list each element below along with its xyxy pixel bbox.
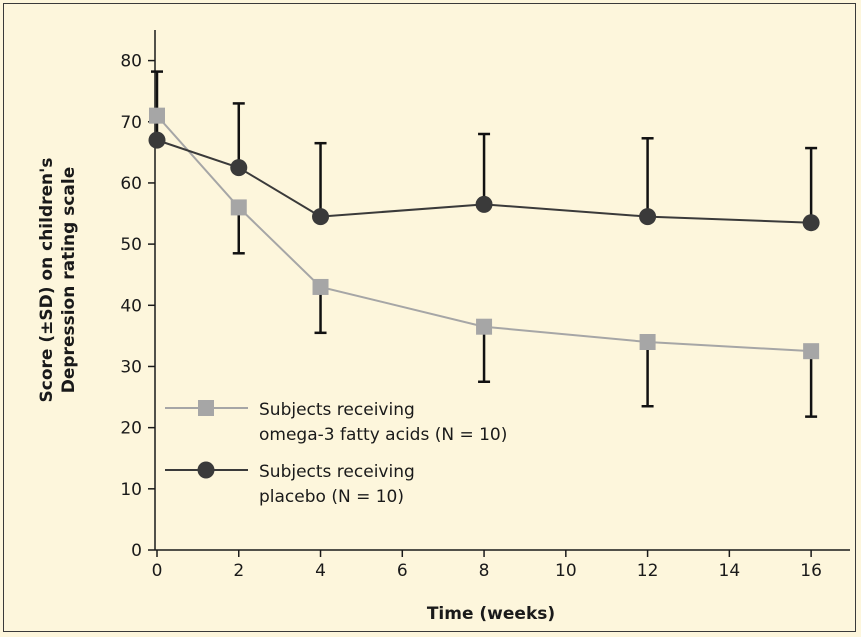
y-axis-title-line-1: Score (±SD) on children's [37, 158, 57, 403]
x-tick-label: 0 [152, 561, 163, 581]
omega3-square-marker [149, 107, 165, 124]
figure-frame [3, 3, 856, 632]
legend-omega3-label-line: omega-3 fatty acids (N = 10) [259, 425, 507, 445]
x-tick-label: 12 [637, 561, 659, 581]
legend-omega3-marker [198, 400, 214, 416]
placebo-circle-marker [148, 131, 166, 149]
placebo-circle-marker [802, 214, 820, 232]
omega3-square-marker [230, 199, 247, 216]
legend-omega3-label-line: Subjects receiving [259, 400, 415, 420]
x-tick-label: 2 [233, 561, 244, 581]
y-axis-title-line-2: Depression rating scale [59, 167, 79, 394]
placebo-circle-marker [639, 208, 657, 226]
y-tick-label: 60 [120, 174, 142, 194]
omega3-square-marker [639, 334, 656, 350]
x-tick-label: 8 [479, 561, 490, 581]
y-axis-title: Score (±SD) on children's Depression rat… [37, 158, 79, 403]
y-tick-label: 10 [120, 480, 142, 500]
x-tick-label: 10 [555, 561, 577, 581]
placebo-series-line [156, 139, 812, 224]
y-tick-label: 50 [120, 235, 142, 255]
omega3-square-marker [803, 343, 820, 360]
legend-placebo-label-line: Subjects receiving [259, 462, 415, 482]
y-tick-label: 0 [131, 541, 142, 561]
error-bars [151, 70, 818, 418]
x-tick-label: 14 [719, 561, 741, 581]
y-tick-label: 70 [120, 113, 142, 133]
series-lines [156, 114, 812, 353]
x-tick-label: 4 [315, 561, 326, 581]
omega3-square-marker [312, 278, 329, 295]
legend-placebo-label-line: placebo (N = 10) [259, 487, 404, 507]
placebo-circle-marker [312, 208, 330, 226]
placebo-circle-marker [475, 195, 493, 213]
data-markers [148, 107, 820, 360]
y-tick-label: 20 [120, 419, 142, 439]
legend: Subjects receiving omega-3 fatty acids (N… [165, 400, 507, 507]
omega3-series-line [156, 114, 812, 353]
x-tick-label: 16 [800, 561, 822, 581]
x-tick-label: 6 [397, 561, 408, 581]
legend-placebo-marker [197, 461, 215, 479]
y-tick-label: 40 [120, 296, 142, 316]
y-tick-label: 30 [120, 357, 142, 377]
omega3-square-marker [476, 318, 493, 335]
axes: 0 10 20 30 40 50 60 70 80 0 2 4 6 8 10 12 14 16 [120, 30, 850, 581]
placebo-circle-marker [230, 159, 248, 177]
y-tick-label: 80 [120, 52, 142, 72]
x-axis-title: Time (weeks) [427, 604, 555, 624]
